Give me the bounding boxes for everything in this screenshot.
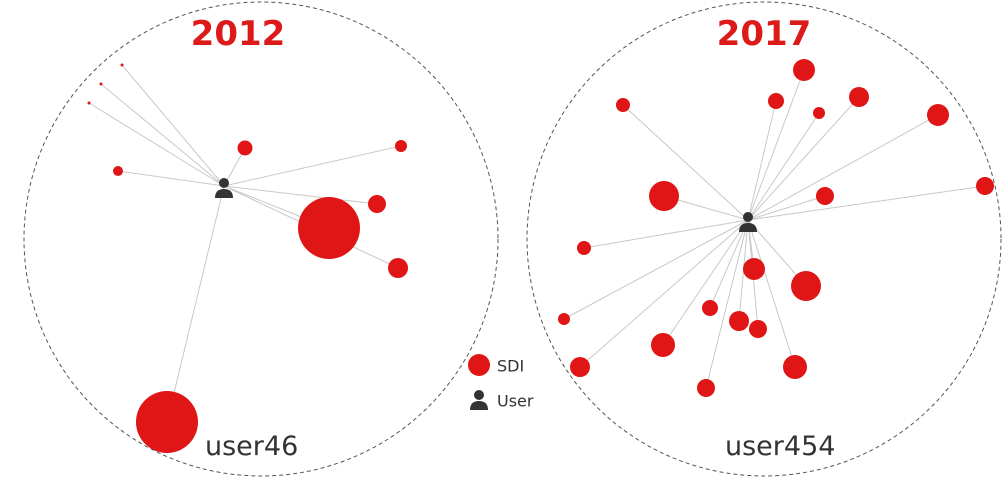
- edge: [563, 219, 749, 320]
- panel-boundary: [23, 1, 499, 477]
- edge: [117, 170, 225, 187]
- edge: [747, 100, 777, 221]
- legend-label: User: [497, 392, 534, 411]
- edge: [100, 83, 225, 187]
- sdi-node: [702, 300, 718, 316]
- sdi-node: [298, 197, 360, 259]
- sdi-node: [816, 187, 834, 205]
- sdi-node: [813, 107, 825, 119]
- user-label: user454: [725, 431, 835, 462]
- sdi-node: [237, 140, 253, 156]
- edge: [583, 219, 749, 249]
- user-label: user46: [205, 431, 298, 462]
- sdi-node: [743, 258, 765, 280]
- legend-label: SDI: [497, 357, 524, 376]
- sdi-node: [649, 181, 679, 211]
- sdi-node: [976, 177, 994, 195]
- sdi-node: [570, 357, 590, 377]
- edge: [747, 185, 986, 221]
- sdi-node: [616, 98, 630, 112]
- edge: [579, 219, 749, 368]
- sdi-node: [651, 333, 675, 357]
- sdi-node: [783, 355, 807, 379]
- edge: [223, 185, 378, 205]
- edge: [747, 112, 820, 221]
- sdi-node: [697, 379, 715, 397]
- user-head: [219, 178, 229, 188]
- legend-sdi-swatch: [468, 354, 490, 376]
- sdi-node: [120, 63, 124, 67]
- user-icon: [215, 178, 233, 198]
- edge: [709, 219, 749, 309]
- edge: [747, 96, 860, 221]
- edge: [88, 102, 225, 187]
- panel-boundary: [526, 1, 1002, 477]
- sdi-node: [136, 391, 198, 453]
- sdi-node: [395, 140, 407, 152]
- sdi-node: [729, 311, 749, 331]
- user-icon: [739, 212, 757, 232]
- panel-title: 2017: [717, 14, 812, 54]
- user-body: [215, 189, 233, 198]
- nodes: [87, 59, 994, 453]
- edge: [223, 145, 402, 187]
- edge: [622, 104, 749, 221]
- edge: [705, 219, 749, 389]
- user-icon: [470, 390, 488, 410]
- sdi-node: [749, 320, 767, 338]
- edge: [747, 219, 796, 368]
- sdi-node: [927, 104, 949, 126]
- sdi-node: [99, 82, 103, 86]
- sdi-node: [791, 271, 821, 301]
- sdi-node: [388, 258, 408, 278]
- edges: [88, 64, 986, 423]
- sdi-node: [849, 87, 869, 107]
- sdi-node: [368, 195, 386, 213]
- user-head: [474, 390, 484, 400]
- edge: [747, 114, 939, 221]
- sdi-node: [793, 59, 815, 81]
- sdi-node: [87, 101, 91, 105]
- user-body: [739, 223, 757, 232]
- edge: [747, 195, 826, 221]
- edge: [747, 69, 805, 221]
- sdi-node: [768, 93, 784, 109]
- user-head: [743, 212, 753, 222]
- sdi-node: [558, 313, 570, 325]
- panel-title: 2012: [191, 14, 286, 54]
- user-body: [470, 401, 488, 410]
- sdi-node: [113, 166, 123, 176]
- edge: [166, 185, 225, 423]
- edge: [121, 64, 225, 187]
- edge: [662, 219, 749, 346]
- sdi-node: [577, 241, 591, 255]
